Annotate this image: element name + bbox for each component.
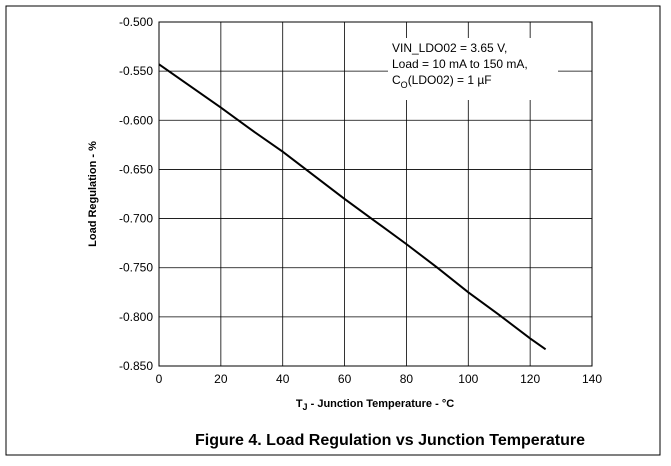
x-axis-label: TJ - Junction Temperature - °C [296,398,454,412]
y-tick-label: -0.700 [119,212,153,226]
x-tick-label: 40 [276,372,290,386]
frame [5,5,661,456]
annotation: VIN_LDO02 = 3.65 V, [392,41,507,55]
x-tick-label: 80 [400,372,414,386]
annotation: Load = 10 mA to 150 mA, [392,57,528,71]
y-tick-label: -0.650 [119,162,153,176]
x-tick-label: 60 [338,372,352,386]
chart-title: Figure 4. Load Regulation vs Junction Te… [195,432,585,449]
x-tick-label: 0 [156,372,163,386]
annotation-part: O [401,80,408,90]
annotation-part: (LDO02) = 1 µF [408,73,492,87]
annotation-part: C [392,73,401,87]
annotation: CO(LDO02) = 1 µF [392,73,492,90]
x-tick-label: 120 [520,372,540,386]
y-tick-label: -0.550 [119,64,153,78]
plot-border [158,21,593,367]
y-axis-label: Load Regulation - % [87,141,99,247]
y-tick-label: -0.750 [119,261,153,275]
x-tick-label: 100 [458,372,478,386]
x-tick-label: 140 [582,372,602,386]
x-tick-label: 20 [214,372,228,386]
y-tick-label: -0.600 [119,113,153,127]
annotation-box [388,38,558,100]
y-tick-label: -0.850 [119,359,153,373]
data-line [158,63,547,351]
y-tick-label: -0.500 [119,15,153,29]
y-tick-label: -0.800 [119,310,153,324]
